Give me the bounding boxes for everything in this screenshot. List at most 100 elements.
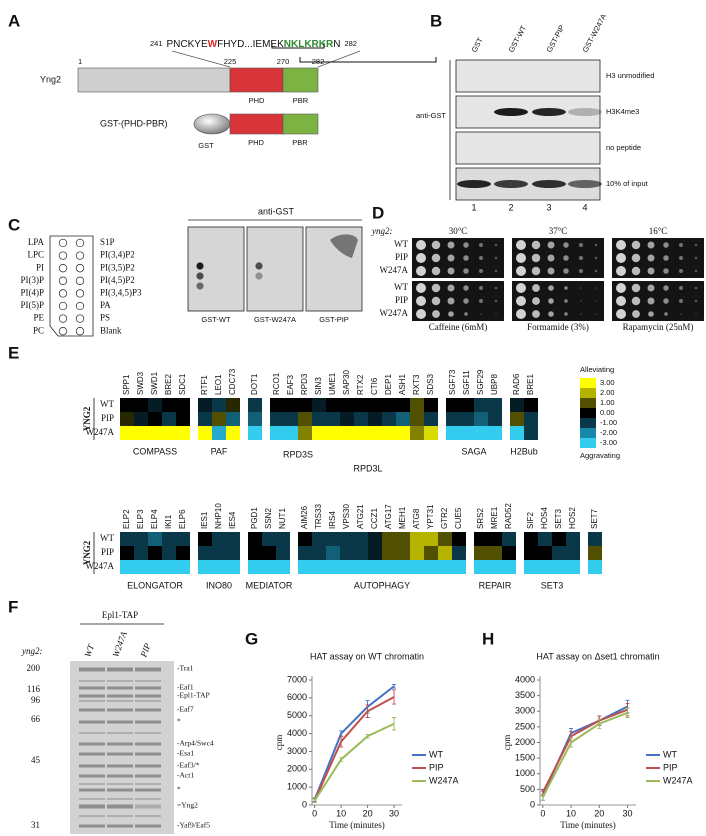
domain [229, 67, 284, 93]
heatmap-cell [148, 560, 162, 574]
heatmap-cell [588, 546, 602, 560]
gene-label: LEO1 [214, 374, 223, 395]
heatmap-cell [354, 412, 368, 426]
gene-label: RCO1 [272, 372, 281, 395]
colony-spot [479, 299, 483, 303]
colony-spot [632, 310, 640, 318]
legend-title: Aggravating [580, 451, 620, 460]
panel-label: B [430, 11, 442, 30]
gel-band [79, 774, 105, 778]
colony-spot [647, 267, 655, 275]
row-label: WT [100, 533, 114, 543]
heatmap-cell [340, 560, 354, 574]
lane-label: GST-W247A [581, 12, 609, 53]
heatmap-cell [588, 560, 602, 574]
x-tick-label: 20 [363, 808, 373, 818]
colony-spot [531, 266, 541, 276]
colony-spot [463, 285, 469, 291]
heatmap-cell [538, 560, 552, 574]
group-label: ELONGATOR [127, 580, 183, 590]
lipid-label: LPC [27, 250, 44, 260]
gene-label: GTR2 [440, 507, 449, 529]
colony-spot [431, 283, 441, 293]
band-label: -Act1 [177, 771, 194, 780]
colony-spot [663, 255, 669, 261]
spot [75, 238, 85, 248]
row-label: PIP [101, 413, 114, 423]
spot [58, 314, 68, 323]
heatmap-cell [538, 546, 552, 560]
colony-spot [631, 283, 641, 293]
domain [229, 113, 284, 135]
gene-label: CTI6 [370, 377, 379, 395]
heatmap-cell [424, 426, 438, 440]
band-label: -Tra1 [177, 664, 194, 673]
colony-spot [494, 269, 498, 273]
gene-label: RTX2 [356, 374, 365, 395]
temperature-label: 30°C [449, 226, 468, 236]
y-tick-label: 4000 [515, 674, 535, 684]
lipid-label: PE [33, 313, 44, 323]
heatmap-cell [382, 412, 396, 426]
band [494, 108, 528, 116]
gene-label: RTF1 [200, 375, 209, 395]
heatmap-cell [354, 532, 368, 546]
y-tick-label: 7000 [287, 674, 307, 684]
axes [539, 676, 636, 806]
heatmap-cell [176, 398, 190, 412]
colony-spot [516, 240, 526, 250]
lane-number: 4 [582, 202, 587, 212]
gel-band [79, 804, 105, 809]
heatmap-cell [446, 426, 460, 440]
gene-label: IES4 [228, 511, 237, 529]
colony-spot [431, 266, 441, 276]
gene-name: YNG2 [82, 540, 92, 565]
heatmap-cell [438, 560, 452, 574]
heatmap-cell [312, 426, 326, 440]
heatmap-cell [410, 398, 424, 412]
heatmap-cell [452, 560, 466, 574]
legend-swatch [580, 408, 596, 418]
colony-spot [447, 267, 455, 275]
colony-spot [616, 266, 626, 276]
colony-spot [616, 253, 626, 263]
construct-part: GST [198, 141, 214, 150]
gel-band [135, 798, 161, 800]
gene-label: TRS33 [314, 504, 323, 529]
colony-spot [694, 269, 698, 273]
heatmap-cell [488, 560, 502, 574]
colony-spot [563, 255, 569, 261]
band-label: -Esa1 [177, 749, 194, 758]
heatmap-cell [134, 532, 148, 546]
gene-label: UME1 [328, 372, 337, 395]
colony-spot [679, 299, 683, 303]
gene-label: ELP4 [150, 509, 159, 529]
gel-band [135, 708, 161, 712]
heatmap-cell [474, 532, 488, 546]
heatmap-cell [474, 398, 488, 412]
gel-band [135, 732, 161, 734]
colony-spot [679, 243, 683, 247]
heatmap-cell [368, 412, 382, 426]
gene-label: yng2: [21, 646, 43, 656]
heatmap-cell [340, 412, 354, 426]
heatmap-cell [452, 546, 466, 560]
band-label: * [177, 785, 181, 794]
blot-spot [196, 262, 204, 270]
chart-title: HAT assay on Δset1 chromatin [536, 651, 659, 661]
colony-spot [563, 242, 569, 248]
heatmap-cell [424, 398, 438, 412]
heatmap-cell [176, 532, 190, 546]
error-bar [392, 717, 397, 731]
y-tick-label: 4000 [287, 728, 307, 738]
lane-label: W247A [110, 630, 129, 659]
gene-label: DOT1 [250, 373, 259, 395]
colony-spot [647, 297, 655, 305]
blot [455, 59, 601, 93]
heatmap-cell [134, 398, 148, 412]
heatmap-cell [262, 546, 276, 560]
heatmap-cell [120, 426, 134, 440]
heatmap-cell [368, 398, 382, 412]
condition-label: Formamide (3%) [527, 322, 589, 332]
heatmap-cell [326, 412, 340, 426]
